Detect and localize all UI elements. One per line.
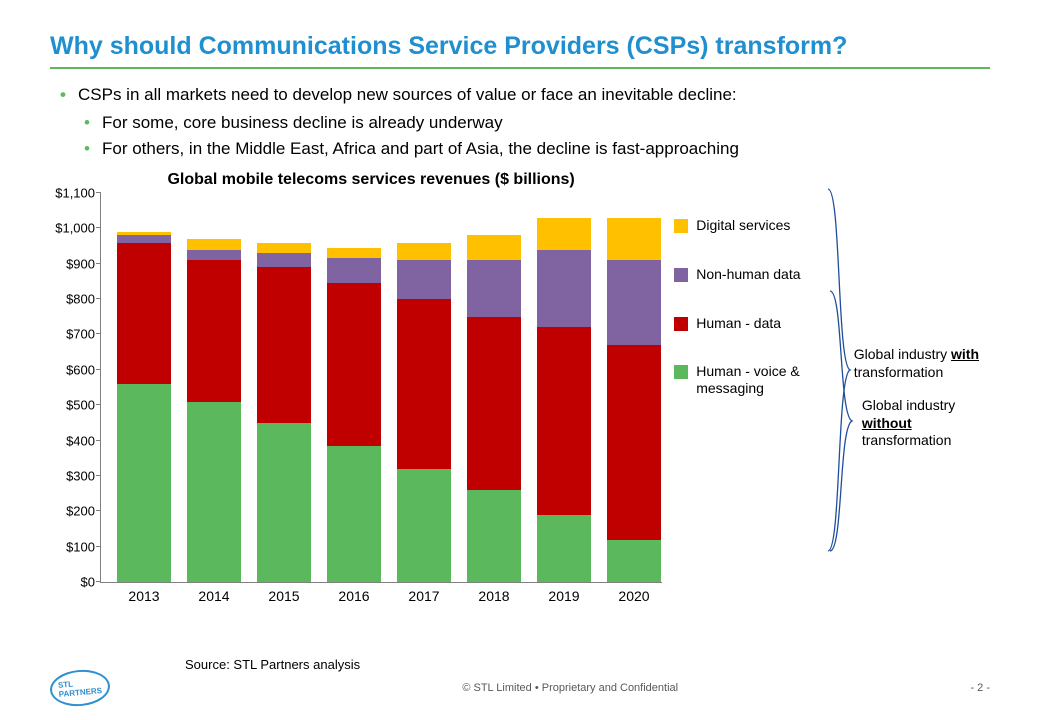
bar-2016: 2016 xyxy=(327,248,381,582)
seg-voice xyxy=(607,540,661,582)
seg-voice xyxy=(257,423,311,582)
legend-item: Digital services xyxy=(674,217,830,234)
legend-label: Non-human data xyxy=(696,266,800,283)
seg-hdata xyxy=(187,260,241,401)
seg-digital xyxy=(467,235,521,260)
annotation-with: Global industry with transformation xyxy=(854,346,990,381)
y-tick-label: $400 xyxy=(45,433,95,448)
legend-label: Human - voice & messaging xyxy=(696,363,830,397)
bullet-main: CSPs in all markets need to develop new … xyxy=(60,85,990,159)
seg-nhdata xyxy=(257,253,311,267)
legend-item: Human - voice & messaging xyxy=(674,363,830,397)
seg-digital xyxy=(537,218,591,250)
seg-digital xyxy=(327,248,381,259)
seg-voice xyxy=(327,446,381,582)
stl-logo: STLPARTNERS xyxy=(49,667,112,708)
chart-title: Global mobile telecoms services revenues… xyxy=(50,171,662,189)
x-tick-label: 2013 xyxy=(117,582,171,604)
seg-hdata xyxy=(397,299,451,469)
seg-voice xyxy=(467,490,521,582)
bar-2013: 2013 xyxy=(117,232,171,582)
seg-voice xyxy=(187,402,241,582)
seg-nhdata xyxy=(607,260,661,345)
x-tick-label: 2016 xyxy=(327,582,381,604)
legend-swatch xyxy=(674,268,688,282)
seg-voice xyxy=(537,515,591,582)
y-tick-label: $600 xyxy=(45,362,95,377)
seg-hdata xyxy=(467,317,521,490)
seg-nhdata xyxy=(187,250,241,261)
x-tick-label: 2017 xyxy=(397,582,451,604)
legend-swatch xyxy=(674,219,688,233)
x-tick-label: 2019 xyxy=(537,582,591,604)
bullet-list: CSPs in all markets need to develop new … xyxy=(60,85,990,159)
seg-hdata xyxy=(257,267,311,423)
seg-nhdata xyxy=(537,250,591,328)
seg-nhdata xyxy=(397,260,451,299)
bar-2015: 2015 xyxy=(257,243,311,582)
bar-2014: 2014 xyxy=(187,239,241,582)
y-tick-label: $700 xyxy=(45,327,95,342)
bullet-sub-1: For some, core business decline is alrea… xyxy=(84,113,990,133)
seg-hdata xyxy=(607,345,661,540)
stacked-bar-chart: $0$100$200$300$400$500$600$700$800$900$1… xyxy=(100,193,662,583)
x-tick-label: 2015 xyxy=(257,582,311,604)
seg-hdata xyxy=(537,327,591,514)
seg-voice xyxy=(397,469,451,582)
y-tick-label: $100 xyxy=(45,539,95,554)
page-number: - 2 - xyxy=(970,682,990,694)
page-title: Why should Communications Service Provid… xyxy=(50,32,990,69)
y-tick-label: $800 xyxy=(45,292,95,307)
seg-nhdata xyxy=(327,258,381,283)
y-tick-label: $0 xyxy=(45,575,95,590)
bar-2020: 2020 xyxy=(607,218,661,582)
bar-2019: 2019 xyxy=(537,218,591,582)
legend-item: Human - data xyxy=(674,315,830,332)
seg-nhdata xyxy=(117,235,171,242)
x-tick-label: 2018 xyxy=(467,582,521,604)
seg-hdata xyxy=(327,283,381,446)
seg-digital xyxy=(187,239,241,250)
y-tick-label: $900 xyxy=(45,256,95,271)
bar-2017: 2017 xyxy=(397,243,451,582)
legend-label: Human - data xyxy=(696,315,781,332)
seg-voice xyxy=(117,384,171,582)
legend-swatch xyxy=(674,317,688,331)
x-tick-label: 2020 xyxy=(607,582,661,604)
bar-2018: 2018 xyxy=(467,235,521,582)
chart-legend: Digital services Non-human data Human - da… xyxy=(662,171,830,583)
legend-swatch xyxy=(674,365,688,379)
seg-digital xyxy=(607,218,661,260)
seg-hdata xyxy=(117,243,171,384)
seg-nhdata xyxy=(467,260,521,317)
y-tick-label: $1,000 xyxy=(45,221,95,236)
bullet-sub-2: For others, in the Middle East, Africa a… xyxy=(84,139,990,159)
legend-item: Non-human data xyxy=(674,266,830,283)
legend-label: Digital services xyxy=(696,217,790,234)
y-tick-label: $500 xyxy=(45,398,95,413)
y-tick-label: $1,100 xyxy=(45,186,95,201)
y-tick-label: $300 xyxy=(45,468,95,483)
y-tick-label: $200 xyxy=(45,504,95,519)
seg-digital xyxy=(257,243,311,254)
x-tick-label: 2014 xyxy=(187,582,241,604)
seg-digital xyxy=(397,243,451,261)
footer-center: © STL Limited • Proprietary and Confiden… xyxy=(170,682,970,694)
